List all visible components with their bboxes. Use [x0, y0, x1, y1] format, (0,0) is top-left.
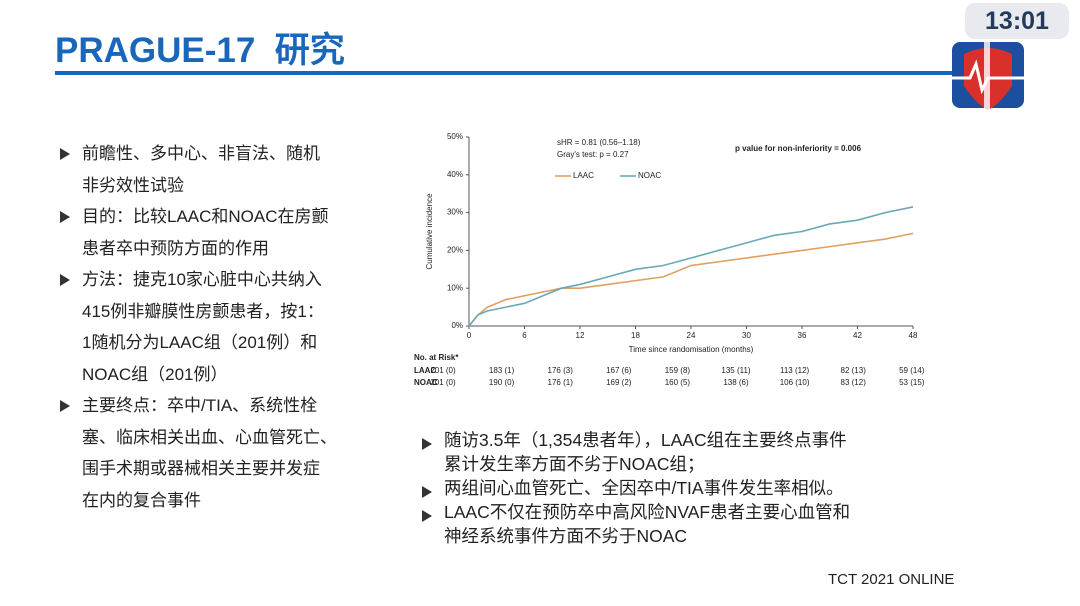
list-item: 主要终点：卒中/TIA、系统性栓 塞、临床相关出血、心血管死亡、 围手术期或器械相关… [58, 390, 337, 516]
x-tick-label: 36 [798, 331, 807, 340]
series-line [468, 232, 914, 327]
item-line: 目的：比较LAAC和NOAC在房颤 [82, 207, 329, 226]
logo [952, 42, 1024, 112]
x-tick-label: 48 [909, 331, 918, 340]
risk-cell: 159 (8) [665, 366, 691, 375]
risk-cell: 83 (12) [841, 378, 867, 387]
x-tick-label: 42 [853, 331, 862, 340]
item-line: 主要终点：卒中/TIA、系统性栓 [82, 396, 318, 415]
risk-cell: 53 (15) [899, 378, 925, 387]
x-tick-label: 24 [687, 331, 696, 340]
item-line: 在内的复合事件 [82, 490, 201, 510]
annotation: Gray's test: p = 0.27 [557, 150, 629, 159]
item-line: 累计发生率方面不劣于NOAC组； [444, 454, 705, 474]
item-line: 神经系统事件方面不劣于NOAC [444, 526, 688, 546]
risk-cell: 201 (0) [430, 378, 456, 387]
item-line: 1随机分为LAAC组（201例）和 [82, 333, 318, 352]
y-tick-label: 30% [447, 208, 463, 217]
item-line: 非劣效性试验 [82, 175, 184, 195]
list-item: 方法：捷克10家心脏中心共纳入 415例非瓣膜性房颤患者，按1： 1随机分为LAAC… [58, 264, 337, 390]
risk-cell: 138 (6) [723, 378, 749, 387]
series-line [468, 206, 914, 327]
x-tick-label: 30 [742, 331, 751, 340]
list-item: 前瞻性、多中心、非盲法、随机 非劣效性试验 [58, 138, 337, 201]
x-tick-label: 0 [467, 331, 472, 340]
x-axis-label: Time since randomisation (months) [629, 345, 754, 354]
y-tick-label: 50% [447, 132, 463, 141]
item-line: 前瞻性、多中心、非盲法、随机 [82, 144, 320, 163]
item-line: 患者卒中预防方面的作用 [82, 238, 269, 258]
risk-cell: 176 (1) [548, 378, 574, 387]
list-item: 随访3.5年（1,354患者年），LAAC组在主要终点事件 累计发生率方面不劣于N… [420, 428, 850, 476]
item-line: 围手术期或器械相关主要并发症 [82, 459, 320, 478]
risk-cell: 169 (2) [606, 378, 632, 387]
risk-cell: 190 (0) [489, 378, 515, 387]
y-tick-label: 40% [447, 170, 463, 179]
y-tick-label: 20% [447, 246, 463, 255]
risk-cell: 59 (14) [899, 366, 925, 375]
list-item: LAAC不仅在预防卒中高风险NVAF患者主要心血管和 神经系统事件方面不劣于NOA… [420, 500, 850, 548]
conclusion-list: 随访3.5年（1,354患者年），LAAC组在主要终点事件 累计发生率方面不劣于N… [420, 428, 850, 548]
footer: TCT 2021 ONLINE [828, 571, 955, 588]
bullet-list: 前瞻性、多中心、非盲法、随机 非劣效性试验 目的：比较LAAC和NOAC在房颤 患者卒… [58, 138, 337, 516]
risk-cell: 176 (3) [548, 366, 574, 375]
risk-cell: 183 (1) [489, 366, 515, 375]
risk-table-title: No. at Risk* [414, 353, 459, 362]
slide-title: PRAGUE-17 研究 [55, 31, 345, 70]
item-line: LAAC不仅在预防卒中高风险NVAF患者主要心血管和 [444, 502, 851, 522]
risk-row-label: NOAC [414, 378, 438, 387]
list-item: 两组间心血管死亡、全因卒中/TIA事件发生率相似。 [420, 476, 850, 500]
list-item: 目的：比较LAAC和NOAC在房颤 患者卒中预防方面的作用 [58, 201, 337, 264]
y-axis-label: Cumulative incidence [425, 193, 434, 270]
risk-cell: 201 (0) [430, 366, 456, 375]
item-line: 两组间心血管死亡、全因卒中/TIA事件发生率相似。 [444, 478, 844, 498]
item-line: NOAC组（201例） [82, 364, 228, 384]
risk-cell: 160 (5) [665, 378, 691, 387]
risk-cell: 113 (12) [780, 366, 810, 375]
legend-label: LAAC [573, 171, 594, 180]
risk-row-label: LAAC [414, 366, 436, 375]
item-line: 塞、临床相关出血、心血管死亡、 [82, 427, 337, 447]
title-rule [55, 71, 955, 75]
risk-cell: 167 (6) [606, 366, 632, 375]
x-tick-label: 18 [631, 331, 640, 340]
legend-label: NOAC [638, 171, 661, 180]
risk-cell: 106 (10) [780, 378, 810, 387]
item-line: 方法：捷克10家心脏中心共纳入 [82, 270, 322, 289]
x-tick-label: 12 [576, 331, 585, 340]
item-line: 415例非瓣膜性房颤患者，按1： [82, 301, 324, 321]
annotation: sHR = 0.81 (0.56–1.18) [557, 138, 641, 147]
x-tick-label: 6 [522, 331, 527, 340]
y-tick-label: 0% [451, 321, 463, 330]
risk-cell: 82 (13) [841, 366, 867, 375]
clock: 13:01 [965, 3, 1069, 39]
risk-cell: 135 (11) [721, 366, 751, 375]
item-line: 随访3.5年（1,354患者年），LAAC组在主要终点事件 [444, 430, 847, 450]
annotation: p value for non-inferiority = 0.006 [735, 144, 862, 153]
y-tick-label: 10% [447, 283, 463, 292]
